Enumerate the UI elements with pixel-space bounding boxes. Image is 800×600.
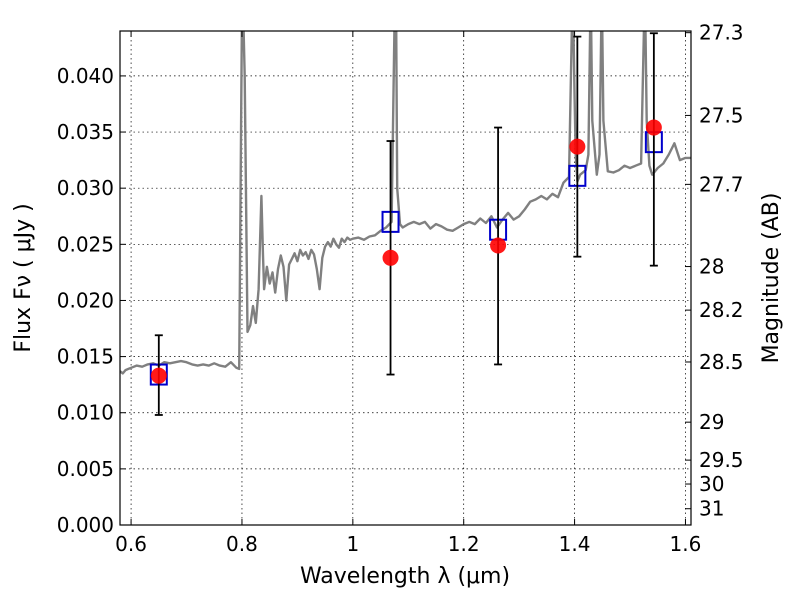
right-tick-label: 28.5 xyxy=(699,350,744,374)
y-tick-label: 0.015 xyxy=(57,345,114,369)
spectrum-line xyxy=(120,31,691,375)
right-tick-label: 28.2 xyxy=(699,298,744,322)
observed-circle-marker xyxy=(490,237,507,254)
observed-circle-marker xyxy=(645,119,662,136)
x-tick-label: 1.6 xyxy=(670,532,702,556)
x-tick-label: 0.8 xyxy=(226,532,258,556)
observed-circle-marker xyxy=(382,249,399,266)
y-tick-label: 0.005 xyxy=(57,457,114,481)
x-tick-label: 1.2 xyxy=(448,532,480,556)
x-tick-label: 1.4 xyxy=(559,532,591,556)
observed-circle-marker xyxy=(569,138,586,155)
right-tick-label: 31 xyxy=(699,497,724,521)
x-tick-label: 0.6 xyxy=(115,532,147,556)
right-tick-label: 29.5 xyxy=(699,448,744,472)
y-tick-label: 0.030 xyxy=(57,176,114,200)
y-tick-label: 0.040 xyxy=(57,64,114,88)
x-tick-labels: 0.6 0.8 1 1.2 1.4 1.6 xyxy=(115,532,701,556)
right-tick-label: 27.7 xyxy=(699,172,744,196)
model-photometry-series xyxy=(149,131,663,386)
y-tick-labels: 0.000 0.005 0.010 0.015 0.020 0.025 0.030 0.035… xyxy=(57,64,114,537)
x-tick-label: 1 xyxy=(346,532,359,556)
y-tick-label: 0.035 xyxy=(57,120,114,144)
y-tick-label: 0.000 xyxy=(57,513,114,537)
right-tick-label: 28 xyxy=(699,255,724,279)
y-axis-label-left: Flux Fν ( μJy ) xyxy=(11,203,36,352)
y-axis-label-right: Magnitude (AB) xyxy=(759,193,784,364)
axis-ticks xyxy=(120,31,691,526)
observed-photometry-series xyxy=(150,32,662,416)
grid-lines xyxy=(120,31,691,526)
x-axis-label: Wavelength λ (μm) xyxy=(300,564,510,589)
y-tick-label: 0.020 xyxy=(57,288,114,312)
right-tick-label: 30 xyxy=(699,472,724,496)
y-tick-label: 0.010 xyxy=(57,401,114,425)
right-tick-label: 27.3 xyxy=(699,21,744,45)
observed-circle-marker xyxy=(150,367,167,384)
plot-frame xyxy=(119,30,692,526)
right-tick-label: 29 xyxy=(699,410,724,434)
right-tick-label: 27.5 xyxy=(699,103,744,127)
y-tick-label: 0.025 xyxy=(57,232,114,256)
spectrum-series xyxy=(120,31,691,375)
